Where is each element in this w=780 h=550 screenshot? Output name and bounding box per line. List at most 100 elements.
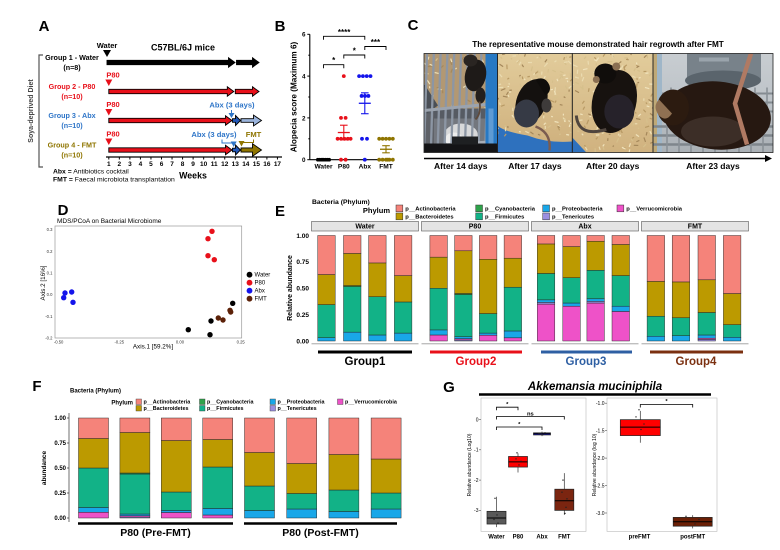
svg-text:P80: P80 xyxy=(106,130,119,139)
svg-text:Abx: Abx xyxy=(578,224,591,231)
svg-text:A: A xyxy=(39,18,50,35)
svg-text:p__Bacteroidetes: p__Bacteroidetes xyxy=(144,406,189,412)
svg-text:-0.25: -0.25 xyxy=(115,340,125,345)
svg-text:0: 0 xyxy=(302,157,306,164)
svg-text:P80 (Post-FMT): P80 (Post-FMT) xyxy=(282,527,358,539)
svg-text:15: 15 xyxy=(253,161,261,168)
svg-text:E: E xyxy=(275,203,285,220)
svg-text:preFMT: preFMT xyxy=(629,535,651,541)
svg-text:13: 13 xyxy=(232,161,240,168)
svg-text:*: * xyxy=(506,402,509,408)
svg-text:Bacteria (Phylum): Bacteria (Phylum) xyxy=(70,389,121,395)
svg-text:C: C xyxy=(408,17,419,34)
svg-text:Akkemansia muciniphila: Akkemansia muciniphila xyxy=(527,381,663,393)
svg-text:Soya-deprived Diet: Soya-deprived Diet xyxy=(28,79,35,143)
svg-text:*: * xyxy=(518,422,521,428)
svg-text:G: G xyxy=(443,379,455,396)
svg-text:After 23 days: After 23 days xyxy=(686,161,740,171)
svg-text:*: * xyxy=(353,47,357,56)
svg-text:Group2: Group2 xyxy=(456,356,497,368)
svg-text:p__Firmicutes: p__Firmicutes xyxy=(485,215,524,221)
svg-text:Group1: Group1 xyxy=(345,356,386,368)
svg-text:P80: P80 xyxy=(255,281,266,287)
svg-text:(n=10): (n=10) xyxy=(61,151,83,160)
svg-text:0.75: 0.75 xyxy=(296,259,309,266)
svg-text:8: 8 xyxy=(181,161,185,168)
svg-text:0.00: 0.00 xyxy=(296,338,309,345)
svg-text:Group 4 - FMT: Group 4 - FMT xyxy=(48,141,97,150)
svg-text:-3.0: -3.0 xyxy=(596,511,605,517)
svg-text:***: *** xyxy=(371,38,381,47)
svg-text:*: * xyxy=(332,56,336,65)
svg-text:6: 6 xyxy=(302,32,306,39)
svg-text:abundance: abundance xyxy=(41,450,48,485)
svg-text:D: D xyxy=(58,202,69,219)
svg-text:p__Cyanobacteria: p__Cyanobacteria xyxy=(207,400,254,406)
svg-text:FMT = Faecal microbiota transp: FMT = Faecal microbiota transplantation xyxy=(53,177,175,184)
svg-text:-1.0: -1.0 xyxy=(596,401,605,407)
svg-text:The representative mouse demon: The representative mouse demonstrated ha… xyxy=(472,40,724,49)
svg-text:3: 3 xyxy=(128,161,132,168)
svg-text:****: **** xyxy=(338,28,351,37)
svg-text:Group 2 - P80: Group 2 - P80 xyxy=(49,82,96,91)
svg-text:Relative abundance: Relative abundance xyxy=(287,255,294,321)
svg-text:(n=8): (n=8) xyxy=(63,63,81,72)
svg-text:FMT: FMT xyxy=(379,164,393,171)
svg-text:-0.50: -0.50 xyxy=(54,340,64,345)
svg-text:Phylum: Phylum xyxy=(111,401,133,407)
svg-text:2: 2 xyxy=(118,161,122,168)
svg-text:(n=10): (n=10) xyxy=(61,121,83,130)
svg-text:Phylum: Phylum xyxy=(363,206,390,215)
svg-text:0.50: 0.50 xyxy=(54,466,66,472)
svg-text:B: B xyxy=(275,18,286,35)
svg-text:(n=10): (n=10) xyxy=(61,92,83,101)
svg-text:MDS/PCoA on Bacterial Microbio: MDS/PCoA on Bacterial Microbiome xyxy=(57,218,162,225)
svg-text:P80: P80 xyxy=(338,164,350,171)
svg-text:p__Bacteroidetes: p__Bacteroidetes xyxy=(405,215,453,221)
svg-text:P80: P80 xyxy=(106,71,119,80)
svg-text:5: 5 xyxy=(149,161,153,168)
svg-text:1.00: 1.00 xyxy=(296,233,309,240)
svg-text:0.25: 0.25 xyxy=(296,312,309,319)
svg-text:0.75: 0.75 xyxy=(54,441,66,447)
svg-text:4: 4 xyxy=(302,74,306,81)
svg-text:Weeks: Weeks xyxy=(179,171,207,181)
svg-text:4: 4 xyxy=(139,161,143,168)
svg-text:0.00: 0.00 xyxy=(54,516,66,522)
svg-text:Water: Water xyxy=(314,164,333,171)
svg-text:0.2: 0.2 xyxy=(47,249,53,254)
svg-text:1: 1 xyxy=(107,161,111,168)
svg-text:Abx: Abx xyxy=(536,535,548,541)
svg-text:Water: Water xyxy=(488,535,505,541)
svg-text:0.25: 0.25 xyxy=(237,340,246,345)
svg-text:p__Actinobacteria: p__Actinobacteria xyxy=(144,400,192,406)
svg-text:6: 6 xyxy=(160,161,164,168)
svg-text:-0.2: -0.2 xyxy=(45,336,53,341)
svg-text:1.00: 1.00 xyxy=(54,416,66,422)
svg-text:Water: Water xyxy=(255,273,271,279)
svg-text:Abx (3 days): Abx (3 days) xyxy=(191,130,237,139)
svg-text:0: 0 xyxy=(476,417,479,423)
svg-text:7: 7 xyxy=(170,161,174,168)
svg-text:p__Proteobacteria: p__Proteobacteria xyxy=(278,400,326,406)
svg-text:postFMT: postFMT xyxy=(680,535,705,541)
svg-text:FMT: FMT xyxy=(255,297,268,303)
svg-text:Abx = Antibiotics cocktail: Abx = Antibiotics cocktail xyxy=(53,169,129,176)
svg-text:Bacteria (Phylum): Bacteria (Phylum) xyxy=(312,199,370,206)
svg-text:Relative abundance (Log10): Relative abundance (Log10) xyxy=(467,433,473,496)
svg-text:-1: -1 xyxy=(474,448,479,454)
svg-text:F: F xyxy=(32,378,41,395)
svg-text:P80: P80 xyxy=(106,100,119,109)
svg-text:0.25: 0.25 xyxy=(54,491,66,497)
svg-text:Group 3 - Abx: Group 3 - Abx xyxy=(48,111,95,120)
svg-text:Abx (3 days): Abx (3 days) xyxy=(209,101,255,110)
svg-text:Axis.2 [16%]: Axis.2 [16%] xyxy=(40,265,47,300)
svg-text:Relative abundance (log 10): Relative abundance (log 10) xyxy=(592,433,598,496)
svg-text:Alopecia score (Maximum 6): Alopecia score (Maximum 6) xyxy=(290,41,299,152)
svg-text:16: 16 xyxy=(263,161,271,168)
svg-text:p__Tenericutes: p__Tenericutes xyxy=(552,215,594,221)
svg-text:11: 11 xyxy=(211,161,218,168)
svg-text:0.00: 0.00 xyxy=(176,340,185,345)
svg-text:0.3: 0.3 xyxy=(47,227,53,232)
svg-text:-1.5: -1.5 xyxy=(596,428,605,434)
